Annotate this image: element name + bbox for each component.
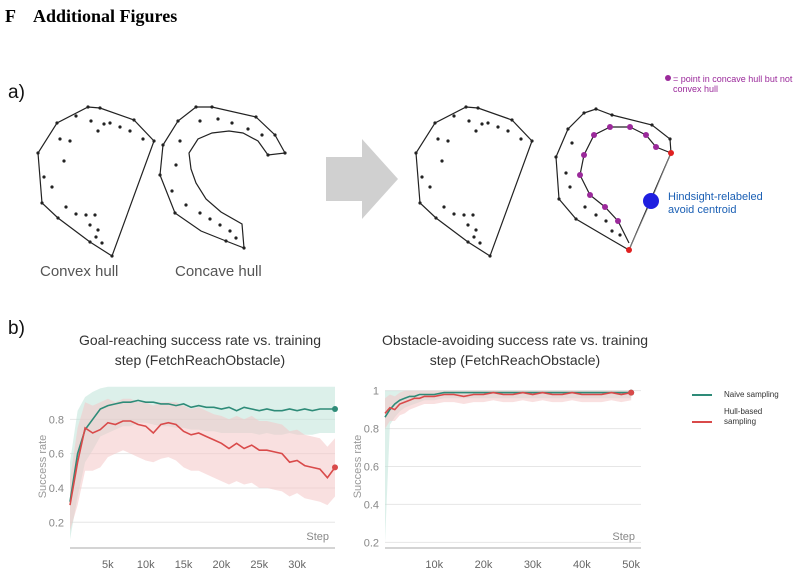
y-tick-label: 0.8 — [364, 424, 379, 436]
endpoint-bottom — [626, 247, 632, 253]
convex-hull-left — [36, 105, 156, 258]
series-band-hull — [70, 398, 335, 531]
caption-concave: Concave hull — [175, 263, 262, 280]
x-tick-label: 30k — [524, 559, 542, 571]
series-band-hull — [385, 390, 632, 429]
y-tick-label: 0.8 — [49, 414, 64, 426]
goal-reaching-chart: 0.2 0.4 0.6 0.8 5k 10k 15k 20k 25k 30k Success rat… — [37, 386, 338, 571]
hindsight-hull — [554, 107, 674, 253]
x-tick-label: 10k — [137, 559, 155, 571]
x-tick-label: 50k — [622, 559, 640, 571]
avoid-centroid-marker — [643, 193, 659, 209]
panel-b-label: b) — [8, 318, 25, 339]
concave-point-note: = point in concave hull but not convex h… — [673, 74, 793, 94]
x-axis-label: Step — [306, 531, 329, 543]
y-tick-label: 0.2 — [364, 537, 379, 549]
concave-only-points — [577, 124, 659, 224]
obstacle-avoiding-chart: 0.2 0.4 0.6 0.8 1 10k 20k 30k 40k 50k Success rate… — [352, 386, 641, 571]
x-tick-label: 5k — [102, 559, 114, 571]
series-line-hull — [384, 391, 632, 414]
panel-a-label: a) — [8, 82, 25, 103]
y-tick-label: 0.4 — [364, 499, 379, 511]
chart-legend-swatches — [692, 394, 712, 423]
x-tick-label: 30k — [288, 559, 306, 571]
series-end-point-hull — [628, 389, 635, 396]
legend-naive-label: Naive sampling — [724, 390, 779, 399]
y-tick-label: 0.6 — [49, 449, 64, 461]
x-tick-label: 25k — [250, 559, 268, 571]
hull-illustration — [36, 105, 674, 258]
series-line-naive — [69, 399, 335, 502]
x-tick-label: 15k — [175, 559, 193, 571]
endpoint-top — [668, 150, 674, 156]
legend-hull-label: Hull-based sampling — [724, 407, 763, 426]
section-letter: F — [5, 6, 16, 26]
y-axis-label: Success rate — [37, 435, 49, 499]
chart2-title: Obstacle-avoiding success rate vs. train… — [381, 332, 649, 368]
y-tick-label: 0.4 — [49, 483, 64, 495]
concave-hull — [158, 105, 287, 250]
centroid-label: Hindsight-relabeled avoid centroid — [668, 191, 763, 216]
x-tick-label: 10k — [425, 559, 443, 571]
series-line-hull — [69, 420, 336, 506]
arrow-icon — [326, 139, 398, 219]
x-tick-label: 40k — [573, 559, 591, 571]
legend-purple-dot — [665, 75, 671, 81]
x-tick-label: 20k — [475, 559, 493, 571]
series-line-naive — [384, 391, 632, 418]
x-tick-label: 20k — [213, 559, 231, 571]
section-heading: F Additional Figures — [5, 6, 177, 27]
y-tick-label: 0.6 — [364, 462, 379, 474]
y-tick-label: 1 — [373, 386, 379, 398]
convex-hull-right — [414, 105, 534, 258]
chart1-title: Goal-reaching success rate vs. training … — [79, 332, 321, 368]
y-axis-label: Success rate — [352, 435, 364, 499]
x-axis-label: Step — [612, 531, 635, 543]
y-tick-label: 0.2 — [49, 517, 64, 529]
series-end-point-hull — [332, 464, 338, 471]
caption-convex: Convex hull — [40, 263, 119, 280]
section-title: Additional Figures — [33, 6, 178, 26]
series-end-point-naive — [332, 406, 338, 413]
